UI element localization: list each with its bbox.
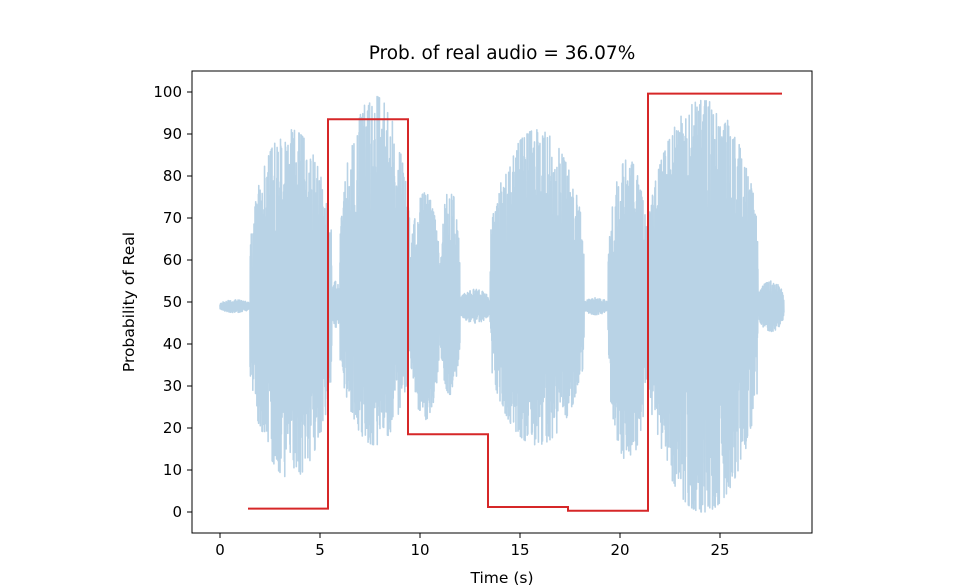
chart-title: Prob. of real audio = 36.07% — [369, 43, 636, 64]
ticks-layer: 0 5 10 15 20 25 0 10 20 30 40 50 60 70 80 90 100 — [153, 83, 729, 559]
y-tick-label: 80 — [163, 167, 182, 185]
probability-step-line — [248, 92, 782, 512]
y-tick-label: 60 — [163, 251, 182, 269]
x-tick-label: 25 — [710, 541, 729, 559]
waveform-line — [219, 95, 785, 513]
y-tick-label: 100 — [153, 83, 182, 101]
x-axis-label: Time (s) — [469, 569, 533, 586]
y-tick-label: 0 — [172, 503, 182, 521]
x-tick-label: 10 — [410, 541, 429, 559]
y-tick-label: 90 — [163, 125, 182, 143]
x-tick-label: 15 — [510, 541, 529, 559]
y-tick-label: 50 — [163, 293, 182, 311]
x-tick-label: 0 — [215, 541, 225, 559]
y-tick-label: 10 — [163, 461, 182, 479]
y-tick-label: 70 — [163, 209, 182, 227]
x-tick-label: 20 — [610, 541, 629, 559]
y-tick-label: 30 — [163, 377, 182, 395]
y-axis-label: Probability of Real — [120, 232, 138, 372]
y-tick-label: 40 — [163, 335, 182, 353]
y-tick-label: 20 — [163, 419, 182, 437]
x-tick-label: 5 — [315, 541, 325, 559]
series-layer — [219, 92, 785, 513]
